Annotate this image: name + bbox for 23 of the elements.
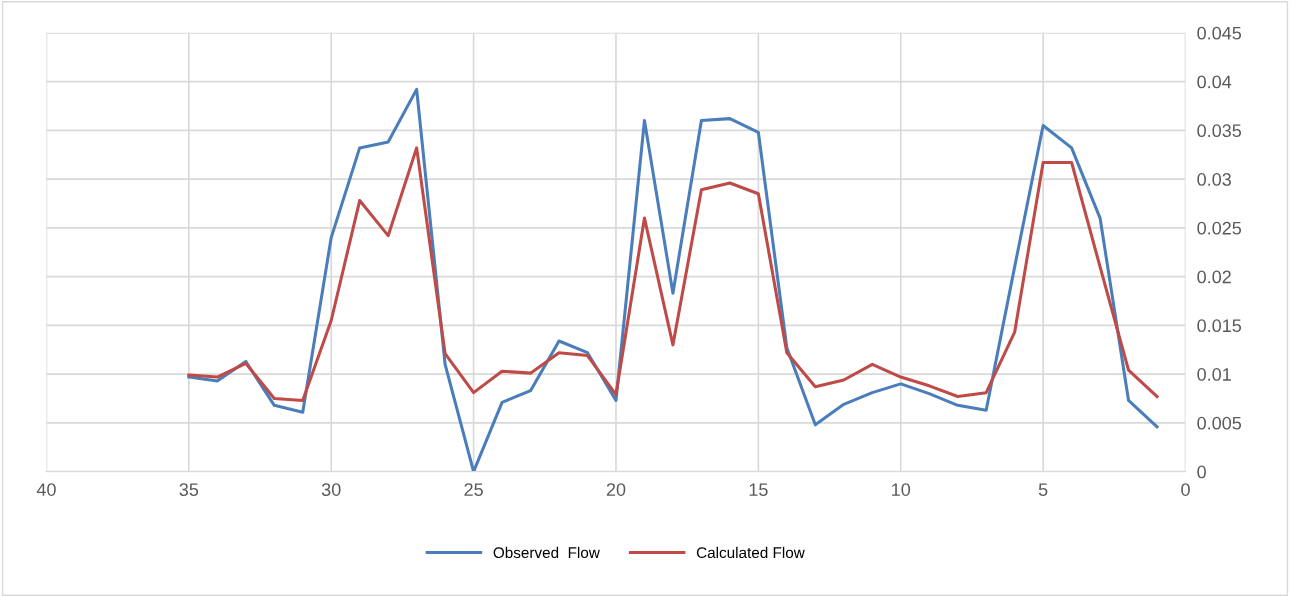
x-tick-label: 25	[464, 483, 483, 496]
line-series	[187, 146, 1159, 402]
y-tick-label: 0.025	[1197, 221, 1242, 235]
x-tick-label: 15	[749, 483, 768, 496]
x-tick-label: 35	[179, 483, 199, 496]
x-tick-label: 20	[606, 483, 626, 496]
legend-label: Calculated Flow	[696, 546, 805, 559]
y-tick-label: 0.03	[1197, 173, 1231, 186]
y-tick-label: 0.04	[1197, 75, 1232, 89]
y-tick-label: 0.02	[1197, 270, 1231, 284]
x-tick-label: 10	[892, 483, 911, 496]
line-series	[187, 87, 1159, 472]
x-tick-label: 40	[36, 483, 56, 496]
y-tick-label: 0.01	[1197, 368, 1231, 381]
x-tick-label: 5	[1038, 483, 1048, 496]
y-tick-label: 0	[1197, 465, 1206, 479]
x-tick-label: 0	[1181, 483, 1190, 496]
y-tick-label: 0.035	[1197, 124, 1242, 138]
y-tick-label: 0.045	[1197, 26, 1242, 40]
legend-label: Observed Flow	[493, 546, 600, 559]
x-tick-label: 30	[321, 483, 341, 496]
y-tick-label: 0.015	[1197, 319, 1242, 333]
y-tick-label: 0.005	[1197, 416, 1242, 430]
